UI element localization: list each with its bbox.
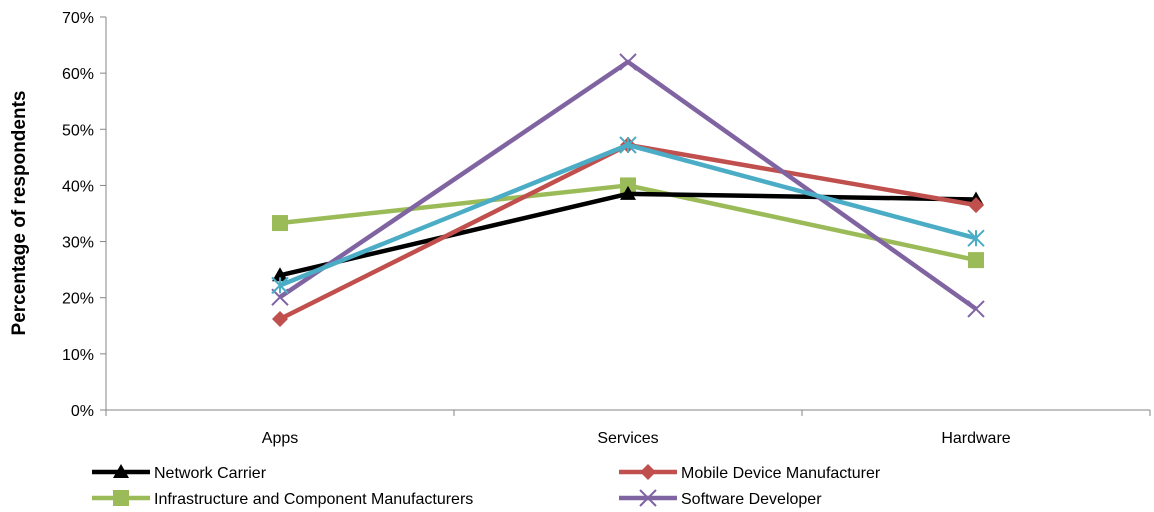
tick-labels: 0% 10% 20% 30% 40% 50% 60% 70% Apps Services Hardw…: [62, 10, 1011, 447]
y-tick-label: 50%: [62, 122, 94, 139]
legend-swatch-marker: [113, 464, 129, 478]
legend-label: Infrastructure and Component Manufacture…: [154, 491, 473, 508]
series-line: [278, 142, 977, 322]
data-point: [968, 252, 984, 269]
legend-item: Software Developer: [619, 489, 822, 508]
data-point: [620, 177, 636, 194]
series-network-carrier: [272, 185, 984, 282]
series-infrastructure-and-component-manufacturers: [272, 177, 984, 269]
series-line: [279, 142, 977, 288]
x-tick-label: Hardware: [941, 430, 1010, 447]
legend-label: Software Developer: [681, 491, 822, 508]
data-point: [272, 311, 288, 328]
data-point: [620, 185, 636, 200]
x-tick-label: Apps: [262, 430, 298, 447]
data-point: [967, 300, 985, 318]
y-tick-label: 40%: [62, 178, 94, 195]
legend-swatch-marker: [640, 464, 656, 480]
data-point: [619, 136, 637, 154]
data-point: [271, 276, 289, 295]
y-axis-title: Percentage of respondents: [9, 91, 30, 336]
data-point: [272, 215, 288, 232]
data-point: [619, 53, 637, 71]
legend-item: Network Carrier: [92, 464, 267, 482]
data-point: [272, 267, 288, 282]
data-point: [967, 229, 985, 247]
series-lines: [271, 53, 985, 328]
legend-item: Infrastructure and Component Manufacture…: [92, 490, 473, 508]
y-tick-label: 20%: [62, 291, 94, 308]
y-tick-label: 60%: [62, 66, 94, 83]
legend-label: Network Carrier: [154, 465, 267, 482]
x-tick-label: Services: [597, 430, 658, 447]
legend-swatch-marker: [639, 489, 657, 507]
series-unlabeled-cyan: [271, 136, 985, 295]
legend-item: Mobile Device Manufacturer: [619, 464, 881, 482]
axes: [100, 16, 1151, 416]
y-tick-label: 0%: [71, 403, 94, 420]
legend: Network Carrier Mobile Device Manufacture…: [92, 464, 881, 508]
data-point: [968, 197, 984, 214]
y-tick-label: 10%: [62, 347, 94, 364]
series-software-developer: [271, 53, 985, 318]
legend-swatch-marker: [113, 490, 129, 506]
y-tick-label: 70%: [62, 10, 94, 27]
legend-label: Mobile Device Manufacturer: [681, 465, 881, 482]
y-tick-label: 30%: [62, 235, 94, 252]
